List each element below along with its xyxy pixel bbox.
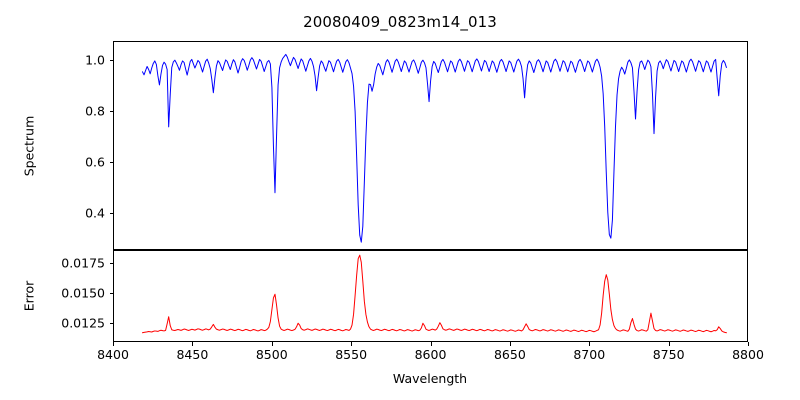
spectrum-y-tick-label: 1.0 bbox=[85, 52, 105, 68]
x-tick-label: 8550 bbox=[335, 347, 368, 362]
x-tick bbox=[669, 342, 670, 346]
x-tick bbox=[272, 342, 273, 346]
x-axis-title: Wavelength bbox=[392, 371, 468, 386]
spectrum-line-chart bbox=[114, 42, 747, 249]
error-y-tick bbox=[109, 263, 113, 264]
x-tick bbox=[589, 342, 590, 346]
error-panel-trace bbox=[142, 255, 726, 333]
error-line-chart bbox=[114, 251, 747, 341]
x-tick bbox=[113, 342, 114, 346]
x-tick-label: 8450 bbox=[176, 347, 209, 362]
spectrum-y-tick bbox=[109, 60, 113, 61]
x-tick bbox=[431, 342, 432, 346]
x-tick-label: 8500 bbox=[255, 347, 288, 362]
spectrum-y-tick-label: 0.4 bbox=[85, 205, 105, 221]
x-tick-label: 8750 bbox=[652, 347, 685, 362]
spectrum-y-axis-title: Spectrum bbox=[21, 115, 37, 177]
error-y-axis-title: Error bbox=[21, 280, 37, 312]
error-y-tick bbox=[109, 293, 113, 294]
spectrum-y-tick bbox=[109, 213, 113, 214]
x-tick-label: 8800 bbox=[732, 347, 764, 362]
error-plot-panel bbox=[113, 250, 748, 342]
spectrum-y-tick-label: 0.8 bbox=[85, 103, 105, 119]
spectrum-y-tick bbox=[109, 162, 113, 163]
x-tick-label: 8400 bbox=[97, 347, 129, 362]
error-y-tick-label: 0.0125 bbox=[61, 315, 105, 331]
x-tick bbox=[351, 342, 352, 346]
error-y-tick bbox=[109, 323, 113, 324]
figure-title: 20080409_0823m14_013 bbox=[303, 13, 497, 31]
error-y-tick-label: 0.0175 bbox=[61, 255, 105, 271]
spectrum-y-tick bbox=[109, 111, 113, 112]
spectrum-plot-panel bbox=[113, 41, 748, 250]
x-tick bbox=[748, 342, 749, 346]
spectrum-y-tick-label: 0.6 bbox=[85, 154, 105, 170]
x-tick-label: 8600 bbox=[414, 347, 447, 362]
x-tick bbox=[510, 342, 511, 346]
spectrum-panel-trace bbox=[142, 54, 726, 242]
x-tick-label: 8650 bbox=[493, 347, 526, 362]
error-y-tick-label: 0.0150 bbox=[61, 285, 105, 301]
x-tick bbox=[192, 342, 193, 346]
x-tick-label: 8700 bbox=[573, 347, 606, 362]
